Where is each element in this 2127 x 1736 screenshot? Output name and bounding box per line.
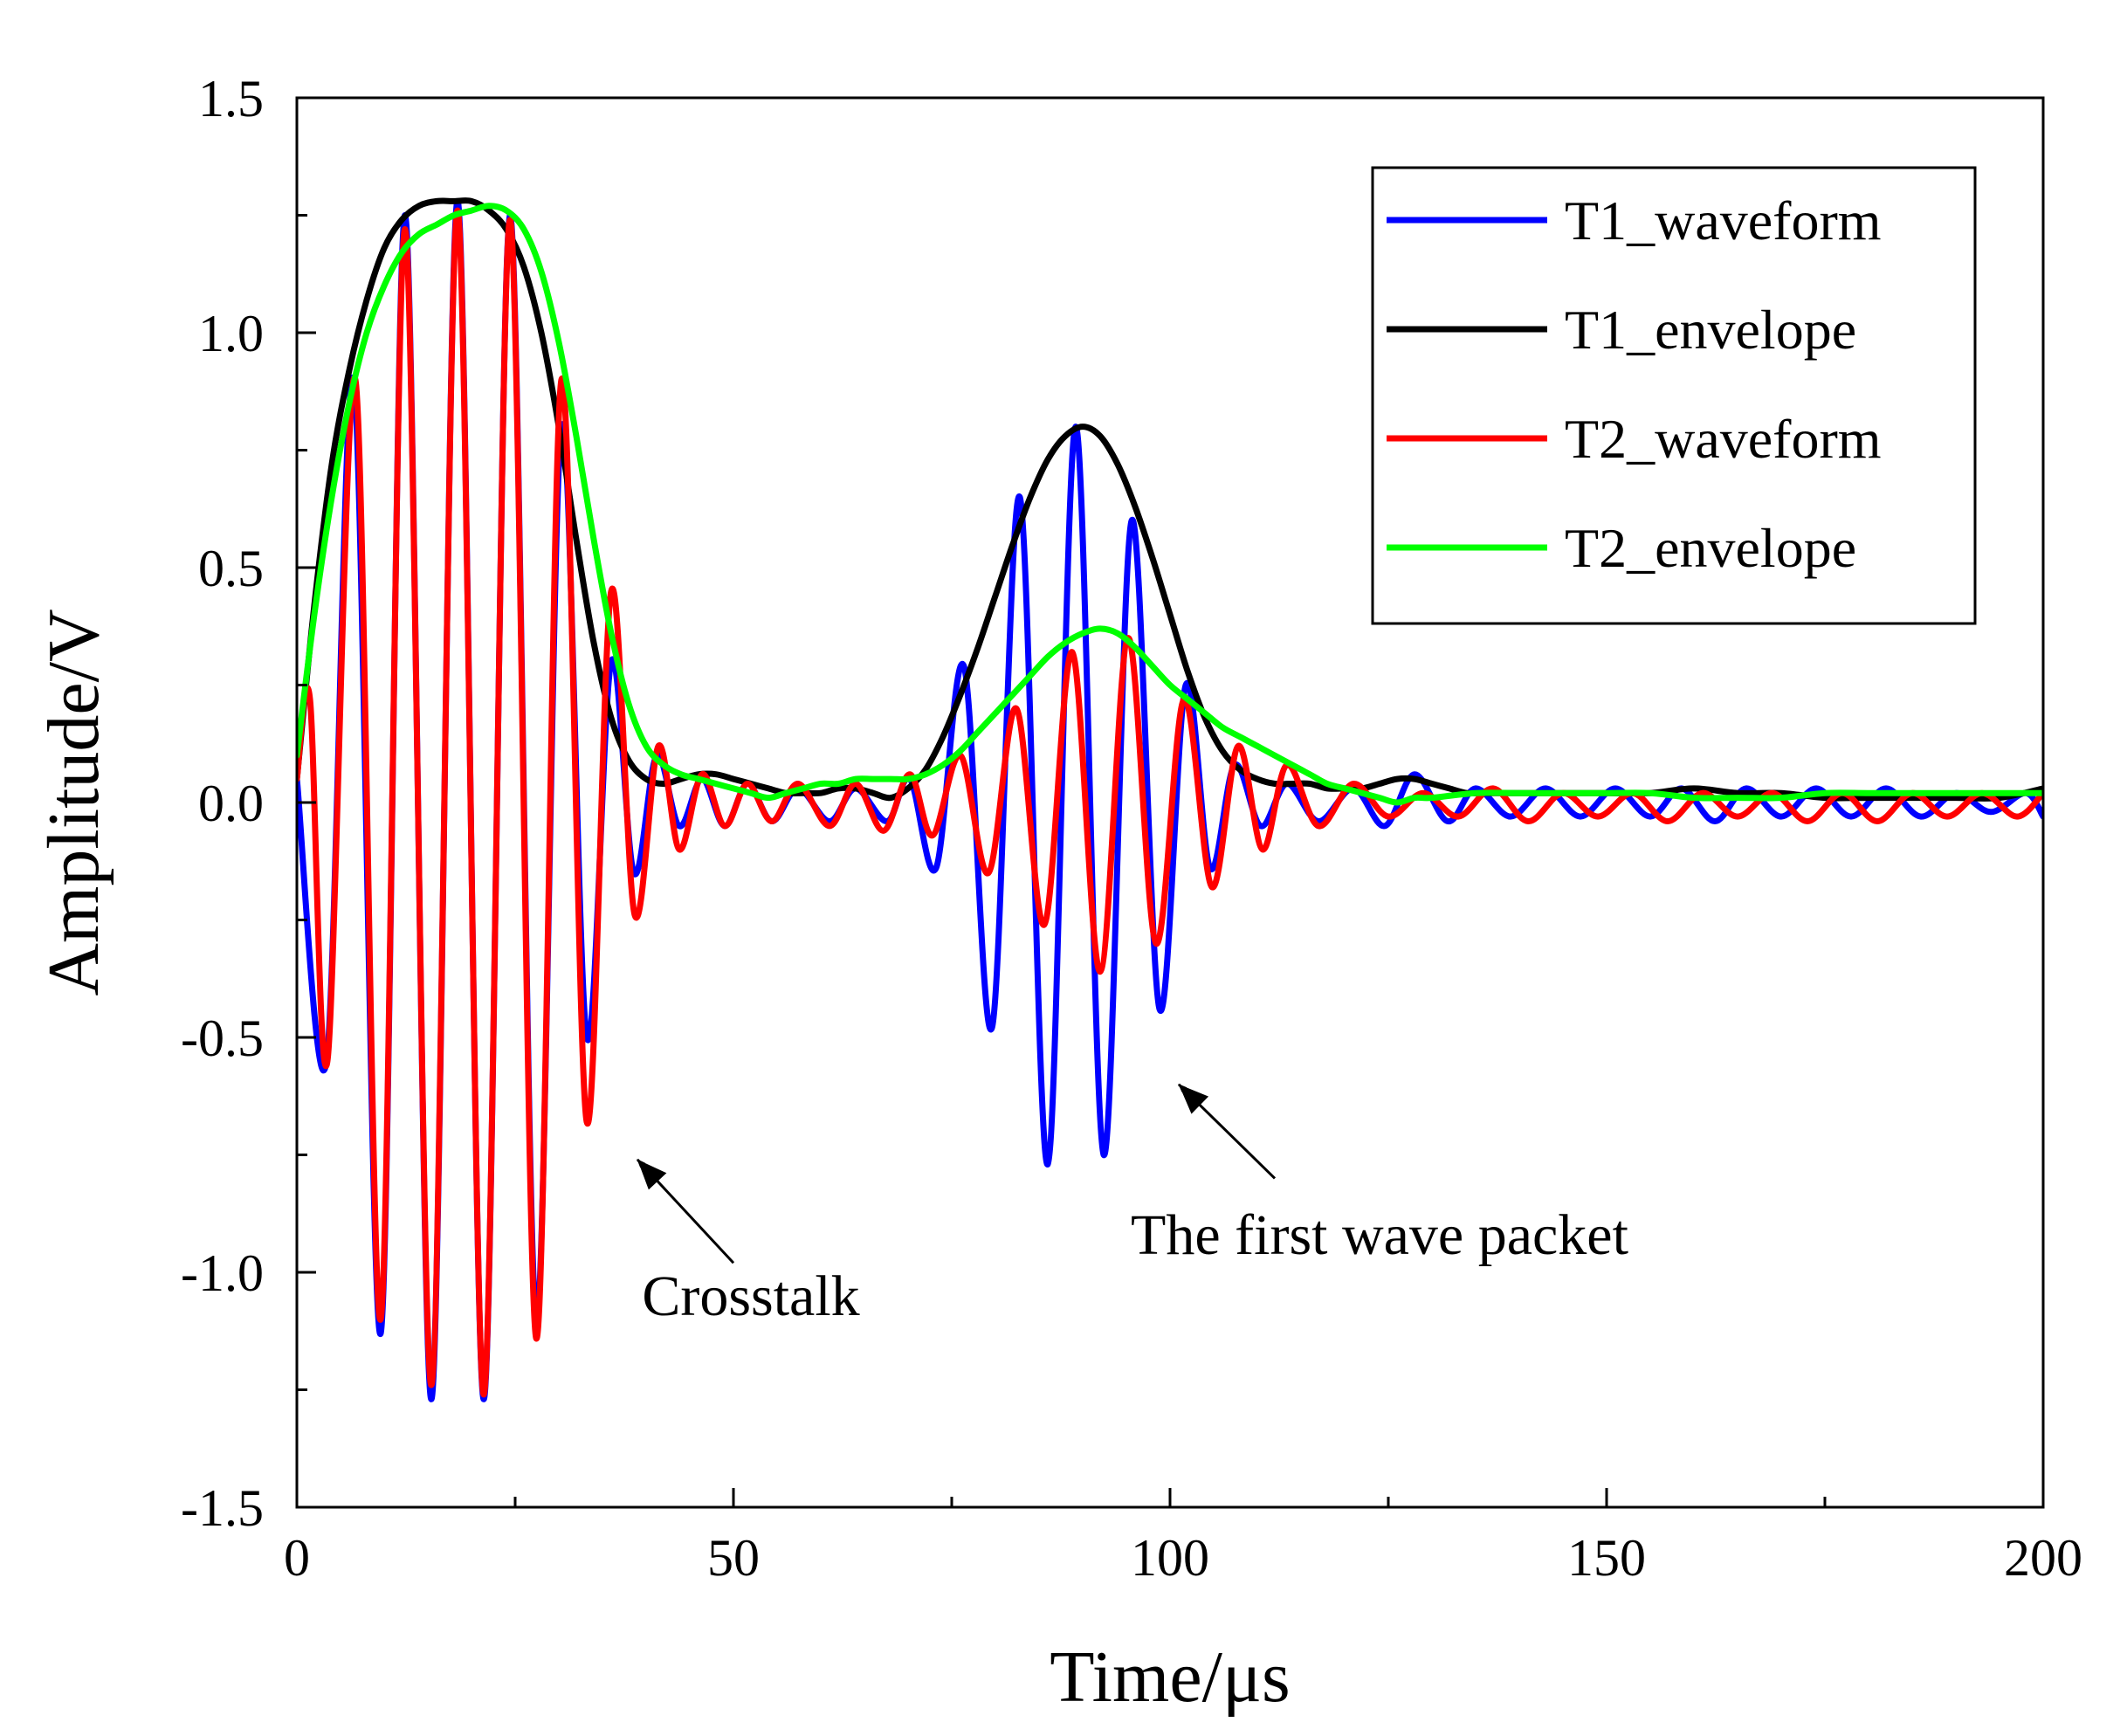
x-tick-label: 50 [707, 1529, 760, 1587]
annotation-arrowhead [1179, 1084, 1209, 1114]
legend-label: T2_envelope [1565, 517, 1856, 579]
y-tick-label: 1.0 [198, 305, 264, 362]
x-tick-label: 200 [2004, 1529, 2082, 1587]
series-line-t2-waveform [297, 207, 2043, 1398]
annotation-label: The first wave packet [1131, 1203, 1628, 1267]
series-layer [297, 197, 2043, 1402]
x-tick-label: 150 [1567, 1529, 1646, 1587]
y-tick-label: 0.5 [198, 540, 264, 597]
series-line-t2-envelope [297, 203, 2043, 806]
y-tick-label: 1.5 [198, 70, 264, 127]
legend: T1_waveform T1_envelope T2_waveform T2_enve… [1371, 166, 1977, 625]
annotation-label: Crosstalk [642, 1264, 859, 1328]
x-tick-label: 100 [1131, 1529, 1209, 1587]
ticks-layer: 0 50 100 150 200 -1.5 -1.0 -0.5 0.0 0.5 1.0 1.5 [181, 70, 2082, 1587]
y-tick-label: 0.0 [198, 775, 264, 832]
x-axis-title: Time/μs [1050, 1636, 1290, 1718]
y-axis-title: Amplitude/V [33, 609, 114, 995]
legend-label: T2_waveform [1565, 408, 1882, 470]
y-tick-label: -0.5 [181, 1009, 264, 1067]
annotations-layer: Crosstalk The first wave packet [636, 1083, 1628, 1328]
y-tick-label: -1.5 [181, 1479, 264, 1537]
legend-label: T1_envelope [1565, 299, 1856, 361]
annotation-arrowhead [637, 1159, 667, 1190]
y-tick-label: -1.0 [181, 1244, 264, 1302]
legend-label: T1_waveform [1565, 189, 1882, 251]
x-tick-label: 0 [284, 1529, 310, 1587]
